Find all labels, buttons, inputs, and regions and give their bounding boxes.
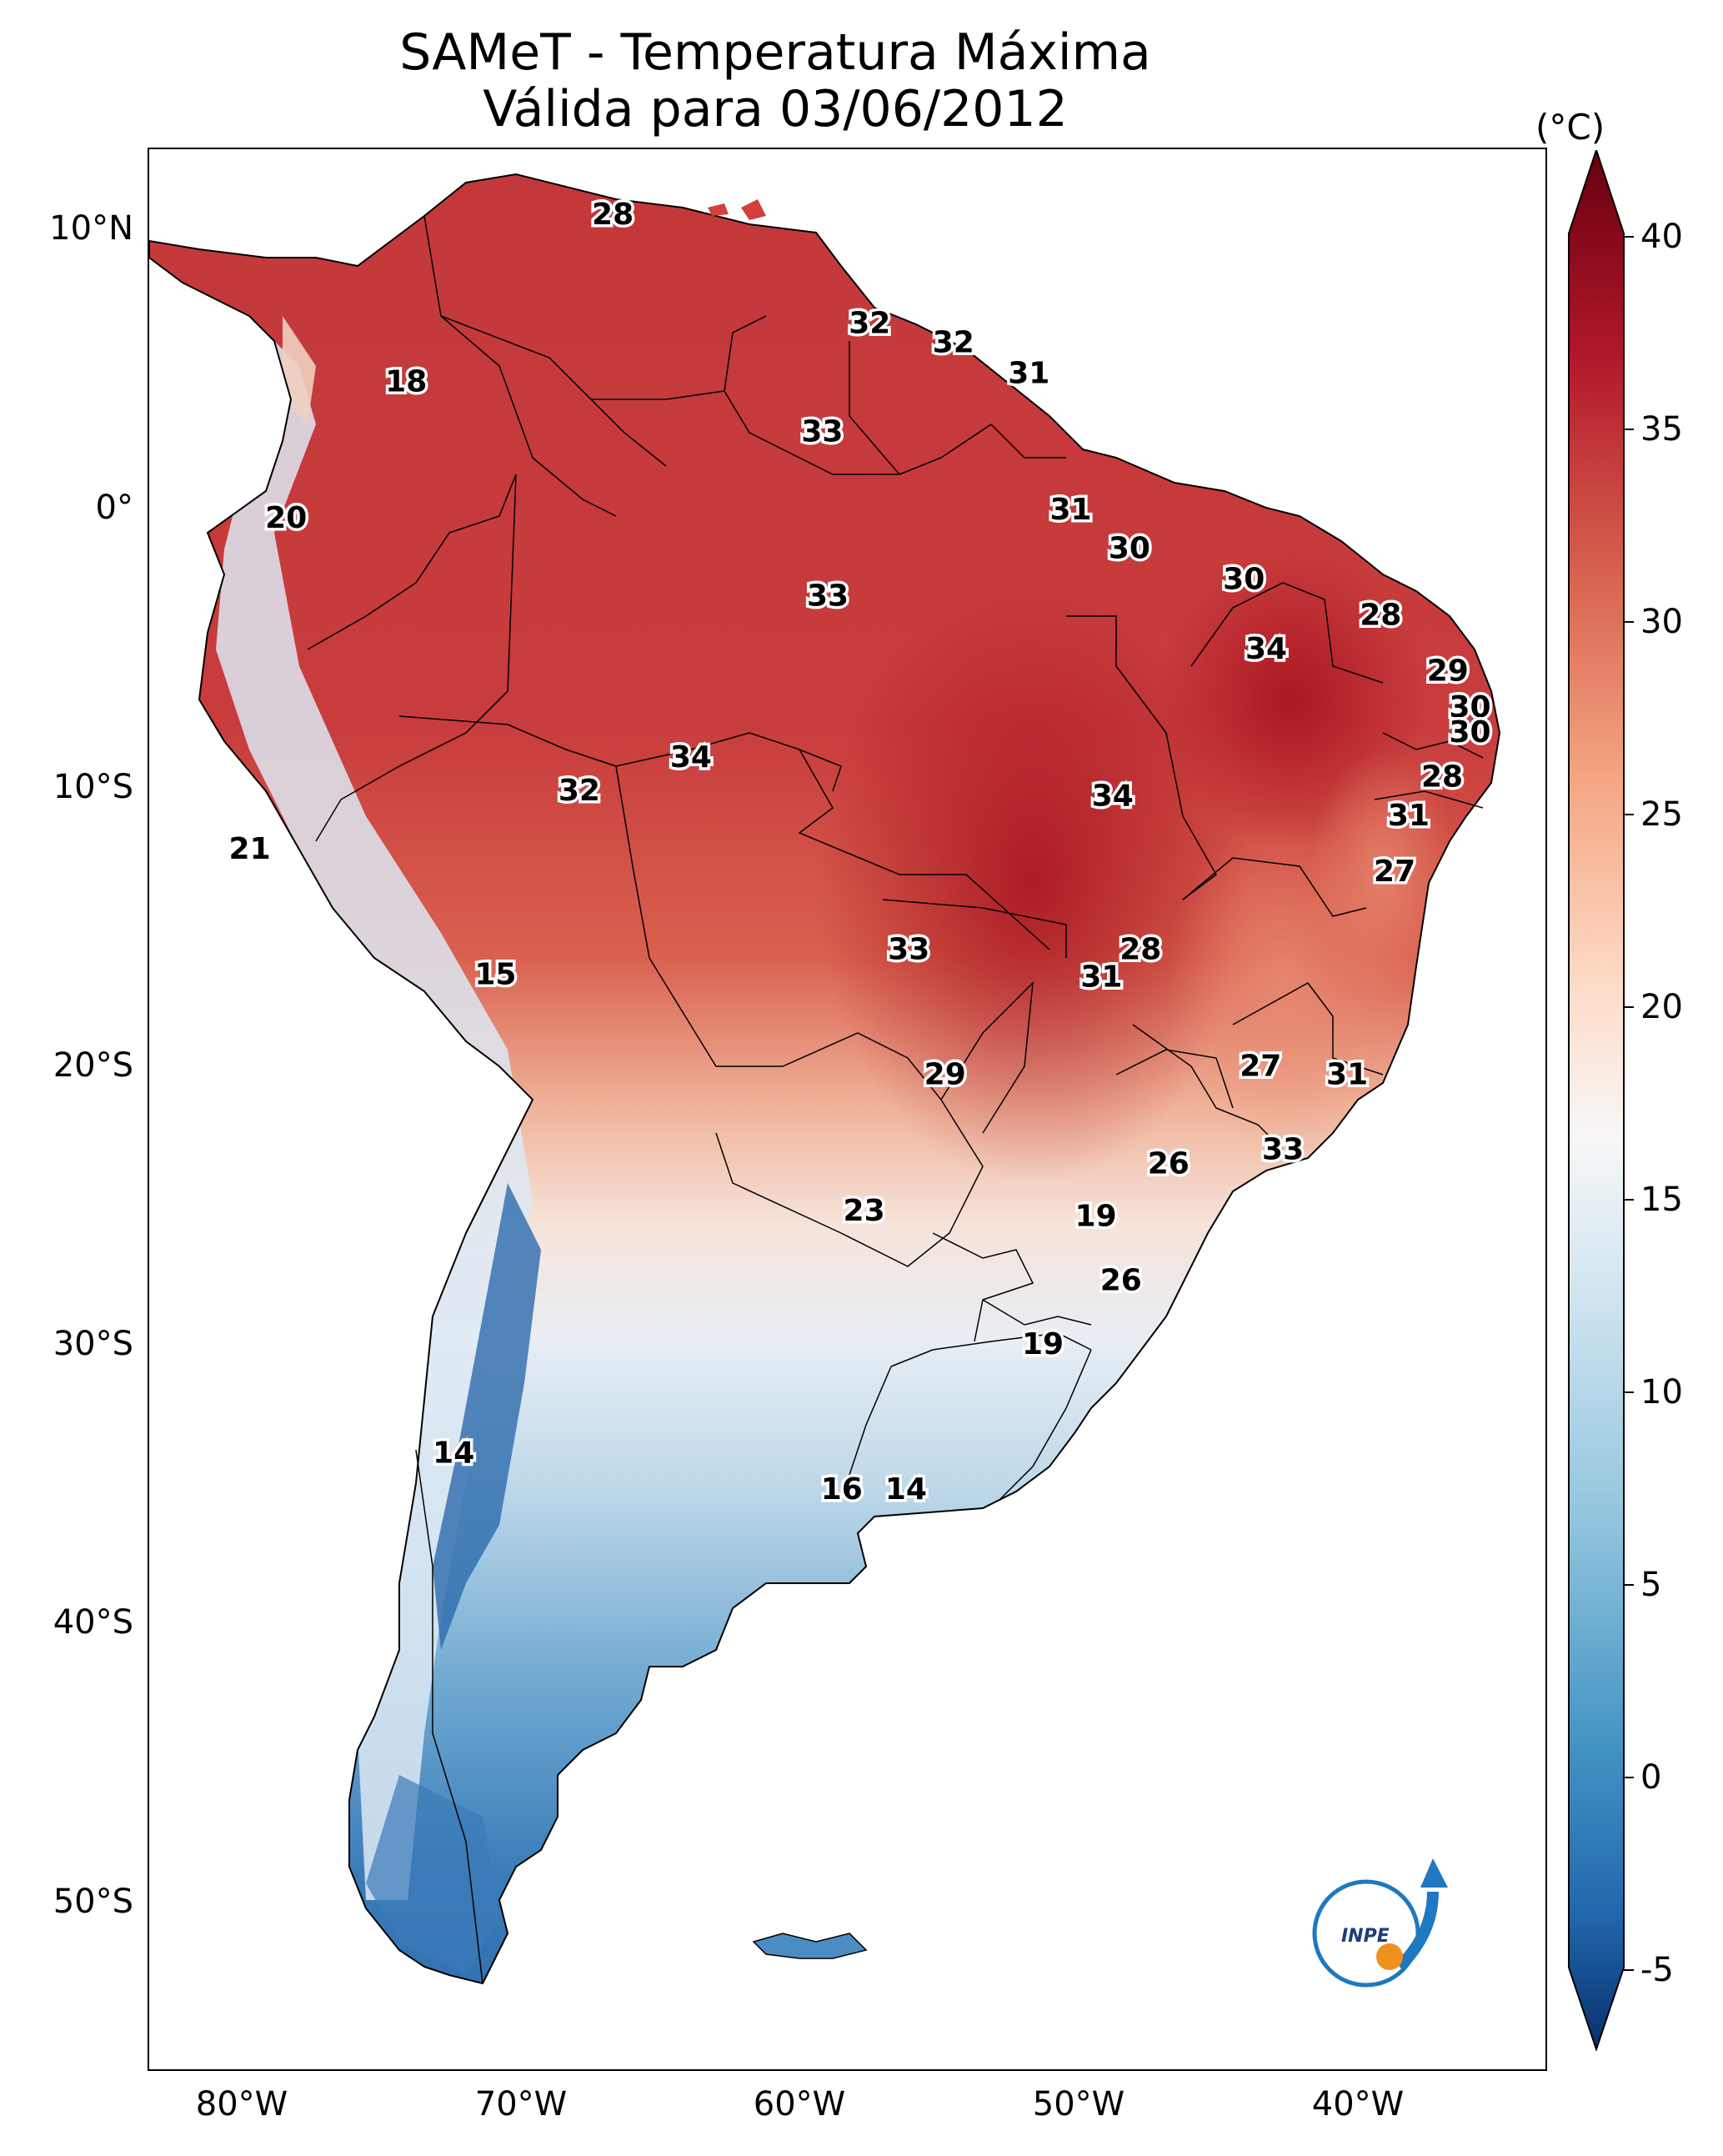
country-borders xyxy=(307,215,1484,1984)
isotherm-label-21: 21 xyxy=(229,832,271,866)
isotherm-label-11: 28 xyxy=(1360,599,1401,633)
lon-label-80w: 80°W xyxy=(195,2085,288,2123)
colorbar-tick-30: 30 xyxy=(1640,603,1683,641)
isotherm-label-25: 15 xyxy=(474,957,516,991)
falklands-island xyxy=(752,1933,868,1959)
isotherm-label-10: 33 xyxy=(807,579,849,613)
map-panel: 28 32 32 31 18 33 31 20 30 30 33 28 34 29 30 30 34 28 34 32… xyxy=(148,148,1547,2071)
colorbar-tick-0: 0 xyxy=(1640,1758,1662,1797)
isotherm-label-32: 23 xyxy=(844,1194,885,1228)
isotherm-label-31: 26 xyxy=(1148,1146,1190,1181)
isotherm-label-23: 28 xyxy=(1119,932,1161,966)
lat-label-20s: 20°S xyxy=(53,1046,133,1085)
isotherm-label-17: 28 xyxy=(1421,760,1463,794)
lon-label-40w: 40°W xyxy=(1311,2085,1405,2123)
isotherm-label-27: 27 xyxy=(1240,1049,1281,1083)
isotherm-label-36: 14 xyxy=(433,1436,474,1470)
isotherm-label-33: 19 xyxy=(1075,1200,1117,1234)
colorbar xyxy=(1568,150,1625,2051)
isotherm-label-28: 29 xyxy=(924,1057,966,1091)
isotherm-label-38: 14 xyxy=(885,1472,927,1507)
isotherm-label-12: 34 xyxy=(1245,632,1287,666)
isotherm-label-7: 20 xyxy=(265,501,307,535)
colorbar-tick-20: 20 xyxy=(1640,988,1683,1026)
isotherm-label-24: 33 xyxy=(888,932,929,966)
isotherm-label-3: 31 xyxy=(1008,356,1049,390)
colorbar-unit: (°C) xyxy=(1535,107,1605,148)
isotherm-label-layer: 2832323118333120303033283429303034283432… xyxy=(226,195,1494,1510)
isotherm-label-4: 18 xyxy=(385,364,427,399)
isotherm-label-14: 30 xyxy=(1449,690,1490,725)
colorbar-tick-5: 5 xyxy=(1640,1566,1662,1604)
isotherm-label-29: 31 xyxy=(1326,1057,1368,1091)
isotherm-label-30: 33 xyxy=(1262,1133,1304,1167)
inpe-logo: INPE xyxy=(1312,1858,1448,1988)
isotherm-label-8: 30 xyxy=(1109,532,1150,566)
inpe-logo-text: INPE xyxy=(1341,1926,1390,1947)
lon-label-60w: 60°W xyxy=(753,2085,846,2123)
lat-label-0: 0° xyxy=(95,489,133,527)
colorbar-tick-10: 10 xyxy=(1640,1373,1683,1411)
lon-label-50w: 50°W xyxy=(1032,2085,1125,2123)
isotherm-label-20: 31 xyxy=(1388,799,1430,833)
lat-label-10s: 10°S xyxy=(53,768,133,806)
isotherm-label-37: 16 xyxy=(821,1472,863,1507)
lon-label-70w: 70°W xyxy=(474,2085,568,2123)
colorbar-tick-35: 35 xyxy=(1640,410,1683,449)
temperature-map: 2832323118333120303033283429303034283432… xyxy=(149,173,1500,1988)
lat-label-40s: 40°S xyxy=(53,1603,133,1642)
isotherm-label-26: 31 xyxy=(1080,960,1122,995)
isotherm-label-15: 30 xyxy=(1449,715,1490,750)
map-subtitle: Válida para 03/06/2012 xyxy=(483,80,1068,138)
isotherm-label-22: 27 xyxy=(1374,855,1415,889)
lat-label-10n: 10°N xyxy=(49,209,133,248)
isotherm-label-16: 34 xyxy=(670,740,712,775)
isotherm-label-6: 31 xyxy=(1049,493,1091,527)
isotherm-label-1: 32 xyxy=(849,306,890,340)
isotherm-label-5: 33 xyxy=(801,414,843,449)
isotherm-label-13: 29 xyxy=(1427,654,1469,689)
isotherm-label-34: 26 xyxy=(1100,1263,1142,1297)
isotherm-label-19: 32 xyxy=(558,774,600,808)
isotherm-label-2: 32 xyxy=(933,326,974,360)
colorbar-tick-25: 25 xyxy=(1640,795,1683,834)
colorbar-tick-15: 15 xyxy=(1640,1181,1683,1219)
map-title: SAMeT - Temperatura Máxima xyxy=(399,23,1151,82)
lat-label-30s: 30°S xyxy=(53,1325,133,1363)
isotherm-label-0: 28 xyxy=(592,198,634,232)
colorbar-tick-40: 40 xyxy=(1640,218,1683,256)
isotherm-label-35: 19 xyxy=(1022,1327,1064,1361)
isotherm-label-9: 30 xyxy=(1223,562,1265,596)
lat-label-50s: 50°S xyxy=(53,1883,133,1921)
isotherm-label-18: 34 xyxy=(1092,780,1134,814)
colorbar-tick-neg5: -5 xyxy=(1640,1951,1674,1989)
